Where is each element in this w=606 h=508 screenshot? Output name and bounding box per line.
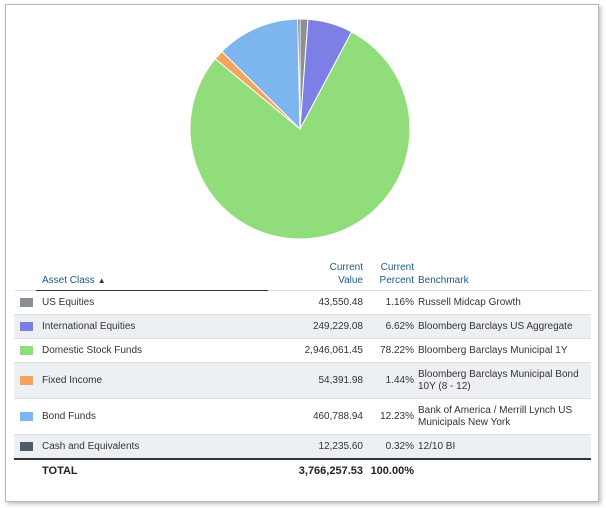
pie-slice-bond-funds[interactable] <box>221 18 301 131</box>
allocation-panel: Asset Class ▲ Current Value Current Perce… <box>5 4 599 502</box>
table-row: International Equities 249,229.08 6.62% … <box>14 314 591 339</box>
current-value-cell: 2,946,061.45 <box>268 338 363 363</box>
current-value-header[interactable]: Current Value <box>268 261 363 291</box>
table-row: Cash and Equivalents 12,235.60 0.32% 12/… <box>14 434 591 459</box>
asset-class-sort-header[interactable]: Asset Class ▲ <box>36 261 268 291</box>
benchmark-cell: Bloomberg Barclays Municipal 1Y <box>414 338 591 363</box>
current-value-cell: 249,229.08 <box>268 314 363 339</box>
asset-class-name: Bond Funds <box>36 398 268 435</box>
legend-swatch <box>20 298 33 307</box>
total-percent: 100.00% <box>363 458 414 482</box>
benchmark-cell: Bank of America / Merrill Lynch US Munic… <box>414 398 591 435</box>
legend-swatch <box>20 322 33 331</box>
allocation-table: Asset Class ▲ Current Value Current Perce… <box>14 261 591 482</box>
table-row: Fixed Income 54,391.98 1.44% Bloomberg B… <box>14 362 591 399</box>
asset-class-name: Cash and Equivalents <box>36 434 268 459</box>
legend-swatch <box>20 412 33 421</box>
total-row: TOTAL 3,766,257.53 100.00% <box>14 458 591 482</box>
current-percent-cell: 6.62% <box>363 314 414 339</box>
current-value-header-line1: Current <box>329 262 363 273</box>
current-percent-cell: 1.44% <box>363 362 414 399</box>
legend-swatch <box>20 376 33 385</box>
current-percent-header-line1: Current <box>380 262 414 273</box>
benchmark-cell: 12/10 BI <box>414 434 591 459</box>
total-value: 3,766,257.53 <box>268 458 363 482</box>
asset-class-name: Domestic Stock Funds <box>36 338 268 363</box>
benchmark-header-label: Benchmark <box>418 275 469 286</box>
total-label: TOTAL <box>36 458 268 482</box>
benchmark-cell: Bloomberg Barclays Municipal Bond 10Y (8… <box>414 362 591 399</box>
asset-class-name: Fixed Income <box>36 362 268 399</box>
asset-class-name: International Equities <box>36 314 268 339</box>
legend-swatch <box>20 442 33 451</box>
sort-ascending-icon: ▲ <box>97 276 106 285</box>
swatch-header <box>14 261 36 291</box>
current-value-cell: 12,235.60 <box>268 434 363 459</box>
benchmark-header[interactable]: Benchmark <box>414 261 591 291</box>
table-row: Bond Funds 460,788.94 12.23% Bank of Ame… <box>14 398 591 435</box>
current-percent-cell: 1.16% <box>363 290 414 315</box>
current-value-cell: 43,550.48 <box>268 290 363 315</box>
current-percent-cell: 78.22% <box>363 338 414 363</box>
table-row: US Equities 43,550.48 1.16% Russell Midc… <box>14 290 591 315</box>
table-header-row: Asset Class ▲ Current Value Current Perce… <box>14 261 591 291</box>
current-value-cell: 54,391.98 <box>268 362 363 399</box>
current-value-header-line2: Value <box>338 275 363 286</box>
legend-swatch <box>20 346 33 355</box>
pie-slice-cash-and-equivalents[interactable] <box>297 18 301 130</box>
benchmark-cell: Russell Midcap Growth <box>414 290 591 315</box>
table-row: Domestic Stock Funds 2,946,061.45 78.22%… <box>14 338 591 363</box>
allocation-pie-chart <box>186 15 414 243</box>
current-percent-header-line2: Percent <box>379 275 414 286</box>
asset-class-name: US Equities <box>36 290 268 315</box>
current-percent-header[interactable]: Current Percent <box>363 261 414 291</box>
asset-class-header-label: Asset Class <box>42 275 95 286</box>
pie-svg <box>189 18 411 240</box>
current-percent-cell: 0.32% <box>363 434 414 459</box>
current-percent-cell: 12.23% <box>363 398 414 435</box>
current-value-cell: 460,788.94 <box>268 398 363 435</box>
benchmark-cell: Bloomberg Barclays US Aggregate <box>414 314 591 339</box>
